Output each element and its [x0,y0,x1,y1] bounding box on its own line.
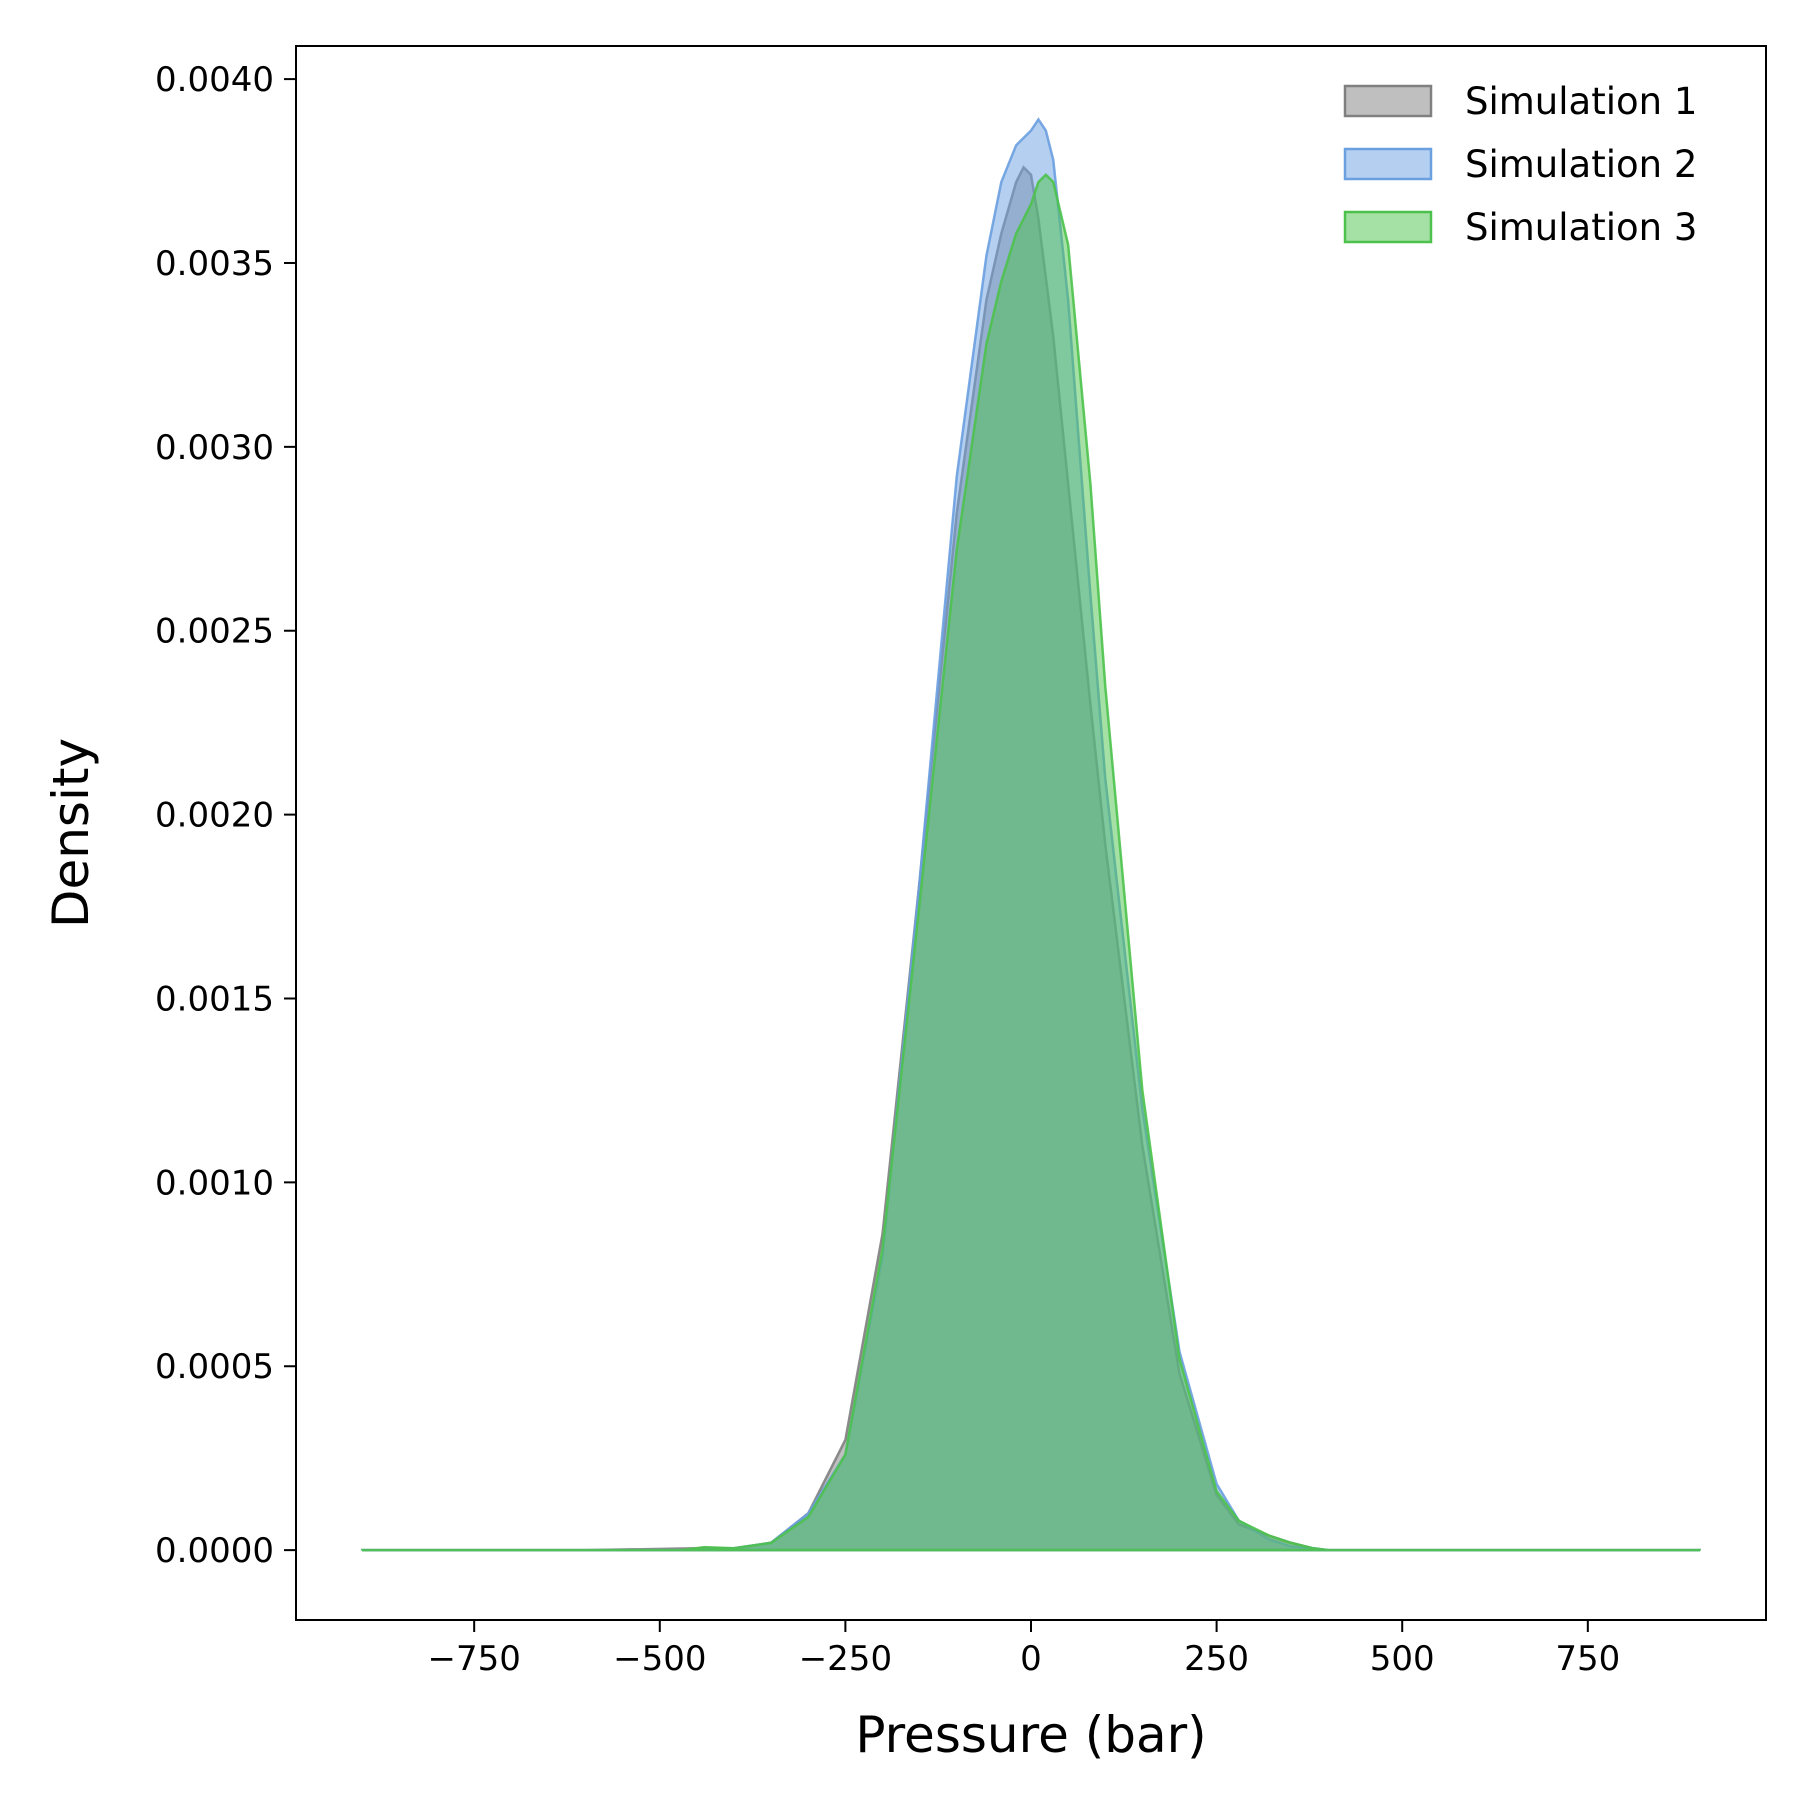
y-tick-label: 0.0020 [155,796,274,836]
x-axis-title: Pressure (bar) [855,1706,1206,1764]
y-tick-label: 0.0010 [155,1163,274,1203]
y-tick-label: 0.0030 [155,428,274,468]
x-tick-label: 250 [1184,1639,1249,1679]
y-tick-label: 0.0005 [155,1347,274,1387]
x-tick-label: −750 [427,1639,520,1679]
series-layer [362,117,1700,1552]
legend-label-3: Simulation 3 [1465,206,1697,249]
y-tick-label: 0.0000 [155,1531,274,1571]
y-tick-label: 0.0025 [155,612,274,652]
x-tick-label: −500 [613,1639,706,1679]
y-tick-label: 0.0040 [155,60,274,100]
y-axis-title: Density [42,738,100,928]
legend-swatch-2 [1343,147,1433,181]
x-tick-label: −250 [799,1639,892,1679]
x-tick-label: 500 [1370,1639,1435,1679]
legend: Simulation 1 Simulation 2 Simulation 3 [1343,80,1697,249]
y-axis: 0.0000 0.0005 0.0010 0.0015 0.0020 0.0025 0.00… [155,60,296,1571]
x-tick-label: 0 [1020,1639,1042,1679]
x-tick-label: 750 [1555,1639,1620,1679]
legend-swatch-3 [1343,210,1433,244]
legend-label-1: Simulation 1 [1465,80,1697,123]
x-axis: −750 −500 −250 0 250 500 750 [427,1620,1620,1679]
legend-swatch-1 [1343,84,1433,118]
y-tick-label: 0.0015 [155,979,274,1019]
series-area-3 [362,172,1700,1552]
y-tick-label: 0.0035 [155,244,274,284]
legend-label-2: Simulation 2 [1465,143,1697,186]
